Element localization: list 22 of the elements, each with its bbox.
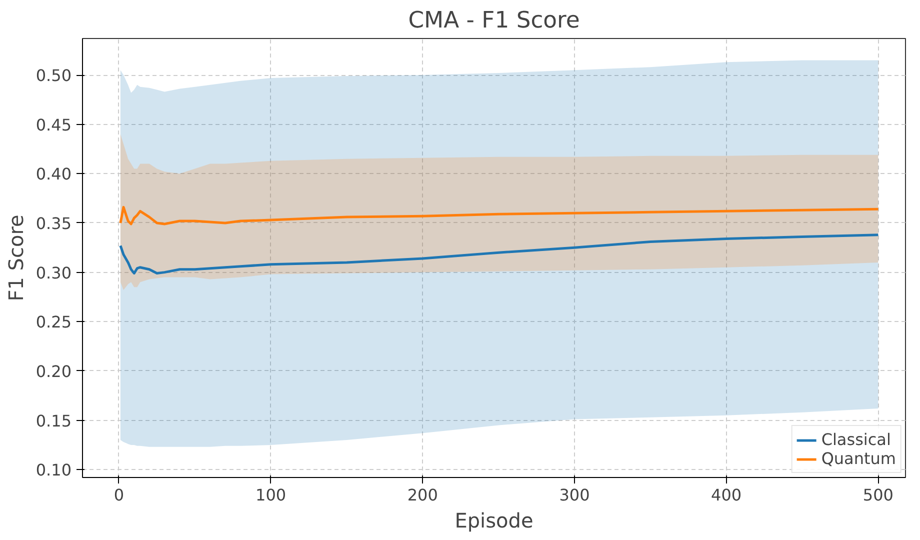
x-tick-label: 100 (256, 486, 286, 504)
y-tick-label: 0.30 (36, 263, 72, 282)
y-tick-label: 0.10 (36, 460, 72, 480)
x-tick-label: 300 (559, 486, 590, 504)
y-axis-title: F1 Score (4, 214, 28, 302)
x-tick-label: 200 (407, 486, 438, 504)
y-tick-label: 0.35 (36, 214, 72, 233)
chart-title: CMA - F1 Score (408, 8, 580, 34)
legend-label: Classical (821, 430, 891, 449)
y-tick-label: 0.40 (36, 164, 72, 184)
legend-label: Quantum (821, 449, 896, 468)
y-tick-label: 0.50 (36, 66, 72, 85)
y-tick-label: 0.15 (36, 411, 72, 430)
y-tick-label: 0.45 (36, 115, 72, 134)
x-tick-label: 500 (862, 486, 894, 504)
line-series (119, 206, 880, 226)
x-tick-label: 400 (711, 486, 742, 504)
x-axis-title: Episode (454, 508, 534, 532)
line-series (119, 234, 880, 275)
y-tick-label: 0.25 (36, 312, 72, 332)
y-tick-label: 0.20 (36, 362, 72, 381)
x-tick-label: 0 (114, 486, 124, 504)
